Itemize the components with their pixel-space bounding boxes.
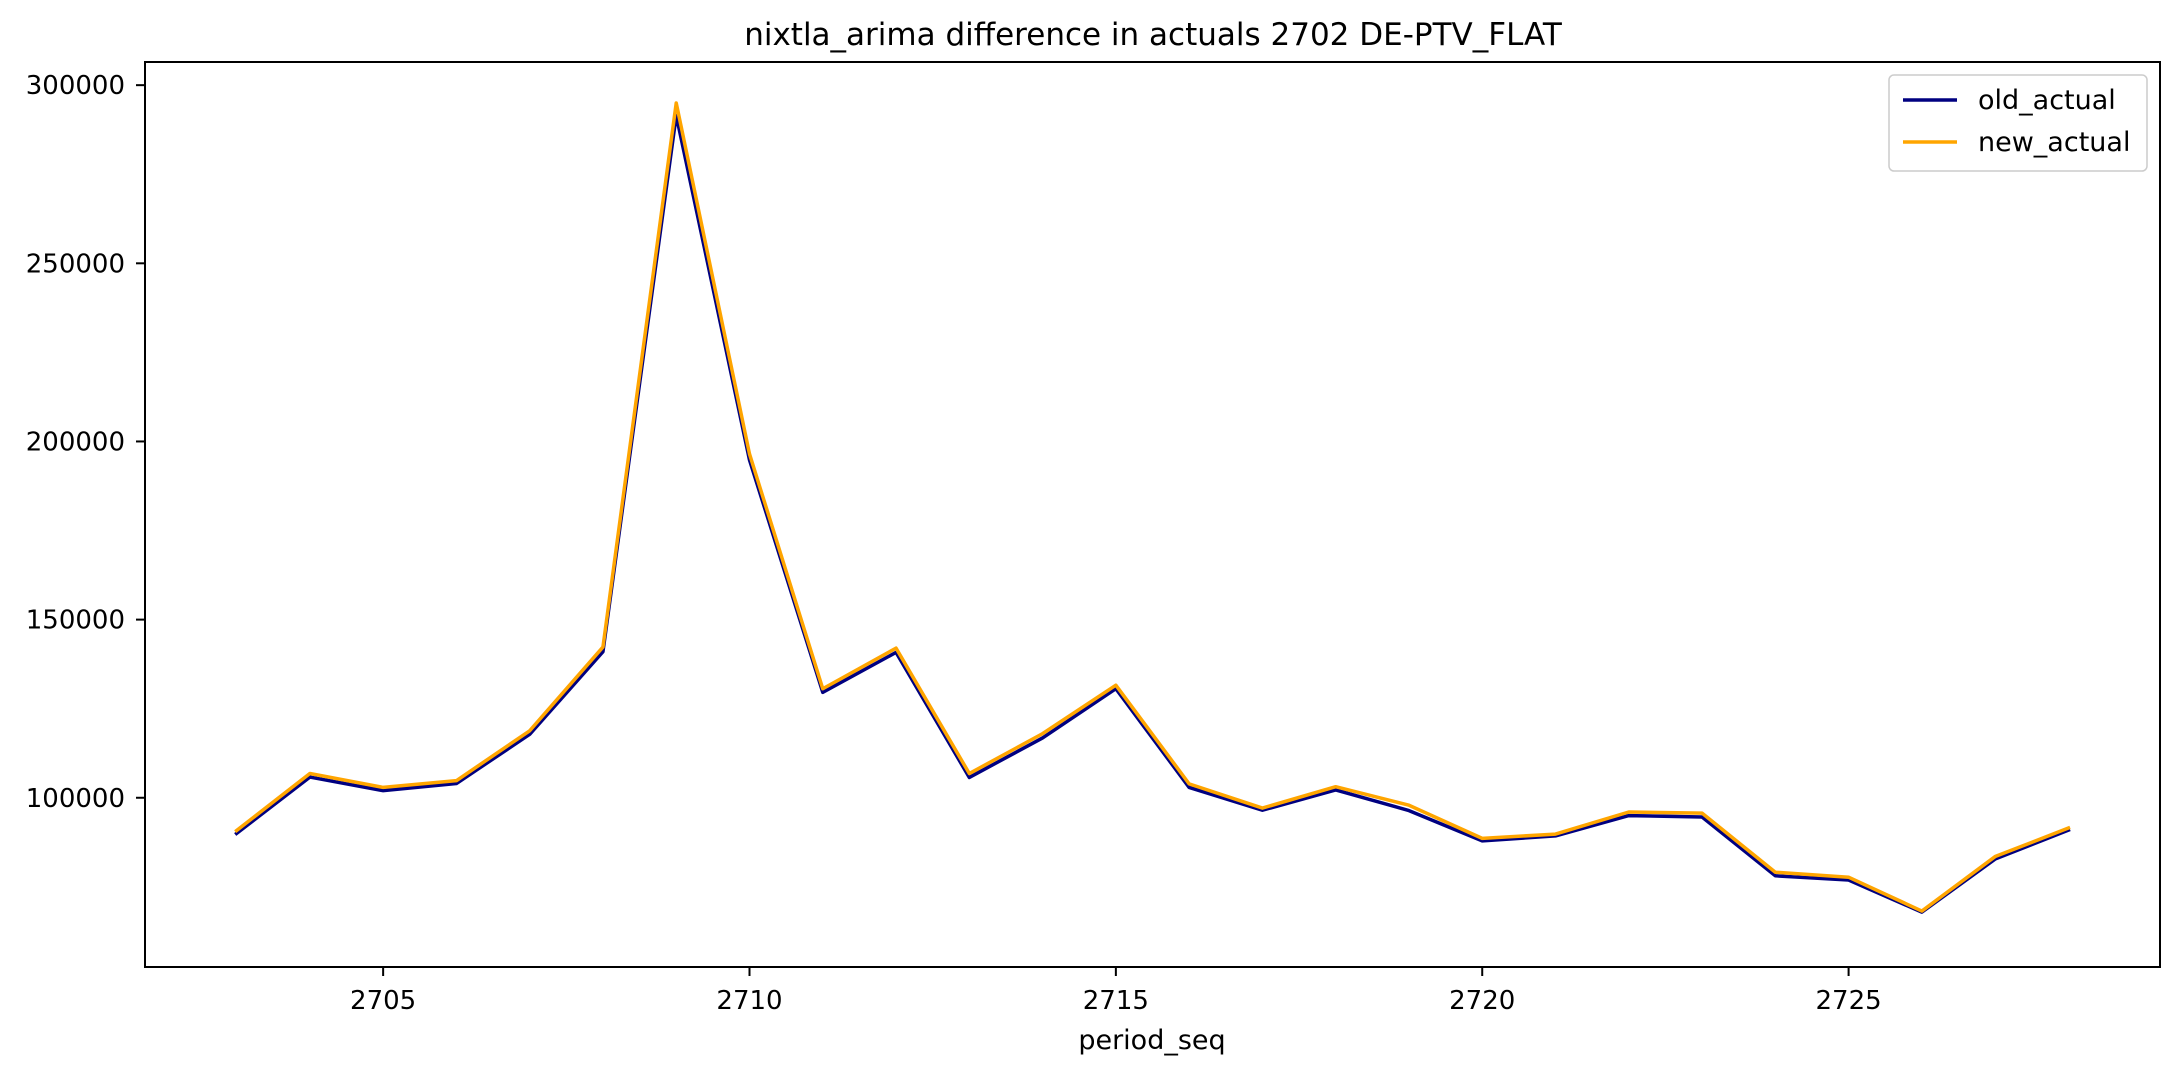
legend: old_actual new_actual bbox=[1888, 74, 2148, 172]
y-axis: 100000 150000 200000 250000 300000 bbox=[26, 71, 145, 814]
y-tick-label: 150000 bbox=[26, 606, 125, 636]
x-tick-label: 2725 bbox=[1816, 986, 1882, 1016]
x-axis-label: period_seq bbox=[1078, 1025, 1225, 1056]
x-tick-label: 2720 bbox=[1449, 986, 1515, 1016]
y-tick-label: 100000 bbox=[26, 784, 125, 814]
chart-title: nixtla_arima difference in actuals 2702 … bbox=[744, 17, 1563, 53]
plot-frame bbox=[144, 61, 2161, 968]
x-tick-label: 2715 bbox=[1083, 986, 1149, 1016]
plot-lines bbox=[234, 101, 2071, 914]
y-tick-label: 300000 bbox=[26, 71, 125, 101]
legend-label-new-actual: new_actual bbox=[1978, 127, 2130, 158]
series-line-old-actual bbox=[234, 113, 2071, 914]
x-tick-label: 2710 bbox=[716, 986, 782, 1016]
x-axis: 2705 2710 2715 2720 2725 bbox=[350, 967, 1882, 1016]
legend-label-old-actual: old_actual bbox=[1978, 85, 2116, 116]
x-tick-label: 2705 bbox=[350, 986, 416, 1016]
series-line-new-actual bbox=[234, 101, 2071, 913]
y-tick-label: 200000 bbox=[26, 427, 125, 457]
y-tick-label: 250000 bbox=[26, 249, 125, 279]
